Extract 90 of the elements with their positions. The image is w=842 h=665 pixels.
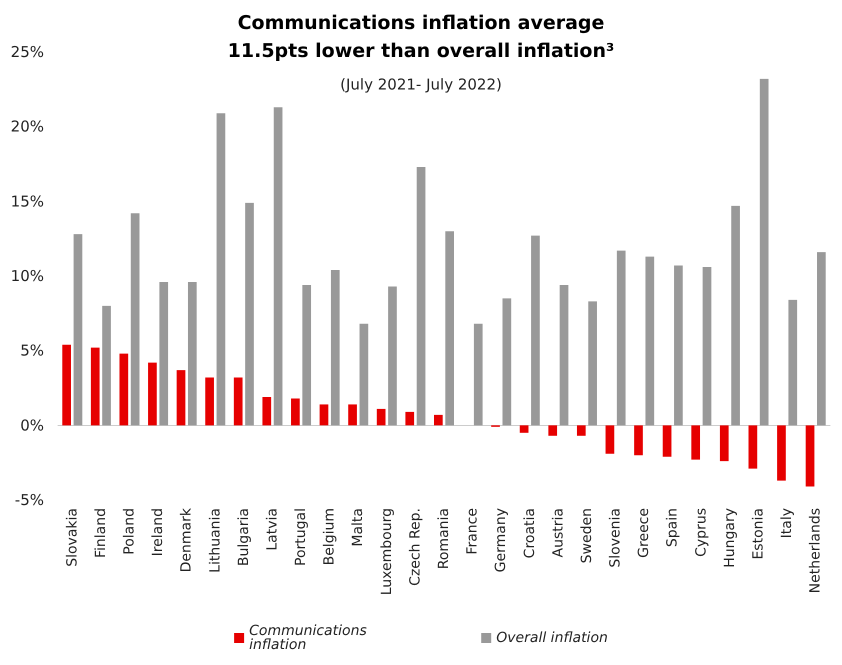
y-tick-label: 0% — [20, 416, 44, 434]
bar — [234, 378, 243, 426]
bar — [262, 396, 272, 426]
bar — [560, 284, 568, 426]
x-tick-label: Slovakia — [64, 508, 80, 567]
bar — [302, 284, 312, 426]
bar — [474, 324, 483, 426]
bar — [74, 234, 82, 426]
legend-label: Overall inflation — [496, 630, 608, 646]
bar — [616, 250, 626, 426]
bar — [205, 378, 214, 426]
bar — [159, 282, 168, 426]
bar — [576, 425, 586, 436]
x-tick-label: Italy — [779, 508, 796, 538]
x-tick-label: Ireland — [150, 508, 166, 556]
bar — [376, 408, 386, 426]
bar — [405, 412, 414, 426]
x-tick-label: Estonia — [750, 508, 767, 560]
bar — [274, 107, 282, 426]
x-tick-label: Romania — [436, 508, 452, 570]
x-tick-label: Portugal — [293, 508, 310, 566]
bar — [216, 113, 226, 426]
bar — [748, 425, 758, 469]
bar — [634, 425, 643, 456]
bar — [817, 252, 826, 426]
bar — [176, 370, 186, 426]
x-tick-label: Lithuania — [207, 508, 224, 573]
y-tick-label: 25% — [10, 43, 44, 61]
text: (July 2021- July 2022) — [340, 76, 502, 94]
x-tick-label: Czech Rep. — [407, 508, 424, 586]
y-tick-label: 5% — [20, 342, 44, 360]
bar — [691, 425, 700, 460]
bar — [531, 236, 540, 426]
bar — [330, 270, 340, 426]
x-tick-label: Spain — [664, 508, 681, 548]
x-tick-label: France — [464, 508, 481, 555]
y-tick-label: 10% — [10, 267, 44, 285]
bar — [720, 425, 729, 462]
x-tick-label: Germany — [493, 508, 510, 572]
y-tick-label: 15% — [10, 192, 44, 210]
bar — [731, 206, 740, 426]
y-tick-label: -5% — [14, 491, 44, 509]
x-tick-label: Latvia — [264, 508, 280, 551]
bar — [588, 301, 597, 426]
x-tick-label: Luxembourg — [378, 508, 395, 596]
bar — [348, 404, 357, 426]
x-tick-label: Denmark — [178, 507, 195, 572]
bar — [502, 298, 512, 426]
x-tick-label: Sweden — [578, 508, 595, 564]
bar — [520, 425, 528, 433]
chart-title: Communications inflation average 11.5pts lower than overall inflation³ — [228, 12, 614, 62]
x-tick-label: Cyprus — [693, 508, 710, 557]
bar — [416, 166, 426, 426]
bar — [662, 425, 672, 457]
bar — [702, 267, 712, 426]
bar — [62, 344, 71, 426]
bar — [148, 362, 157, 426]
bar — [674, 266, 683, 426]
x-tick-label: Bulgaria — [236, 508, 252, 566]
x-tick-label: Netherlands — [808, 508, 824, 594]
bar — [606, 425, 614, 454]
bar — [645, 256, 654, 426]
bar — [777, 425, 786, 481]
bar — [388, 286, 397, 426]
bar — [760, 78, 769, 426]
bar — [445, 231, 454, 426]
bar — [360, 324, 368, 426]
legend-label: Communications inflation — [249, 623, 372, 653]
bar — [130, 213, 140, 426]
y-tick-label: 20% — [10, 118, 44, 136]
x-tick-label: Austria — [550, 508, 566, 558]
x-tick-label: Poland — [121, 508, 138, 555]
x-tick-label: Hungary — [722, 508, 738, 568]
bar — [291, 398, 300, 426]
x-tick-label: Malta — [350, 508, 366, 547]
bar — [548, 425, 558, 436]
bar — [434, 414, 443, 426]
x-tick-label: Croatia — [522, 508, 538, 558]
bar — [188, 282, 197, 426]
bar — [788, 300, 798, 426]
bar — [119, 354, 128, 426]
bar — [102, 306, 111, 426]
bar — [806, 425, 814, 487]
bar — [245, 202, 254, 426]
x-tick-label: Greece — [636, 508, 652, 558]
bar — [90, 348, 100, 426]
x-tick-label: Belgium — [322, 508, 338, 566]
x-tick-label: Slovenia — [608, 508, 624, 568]
x-tick-label: Finland — [92, 508, 109, 558]
bar — [320, 404, 328, 426]
